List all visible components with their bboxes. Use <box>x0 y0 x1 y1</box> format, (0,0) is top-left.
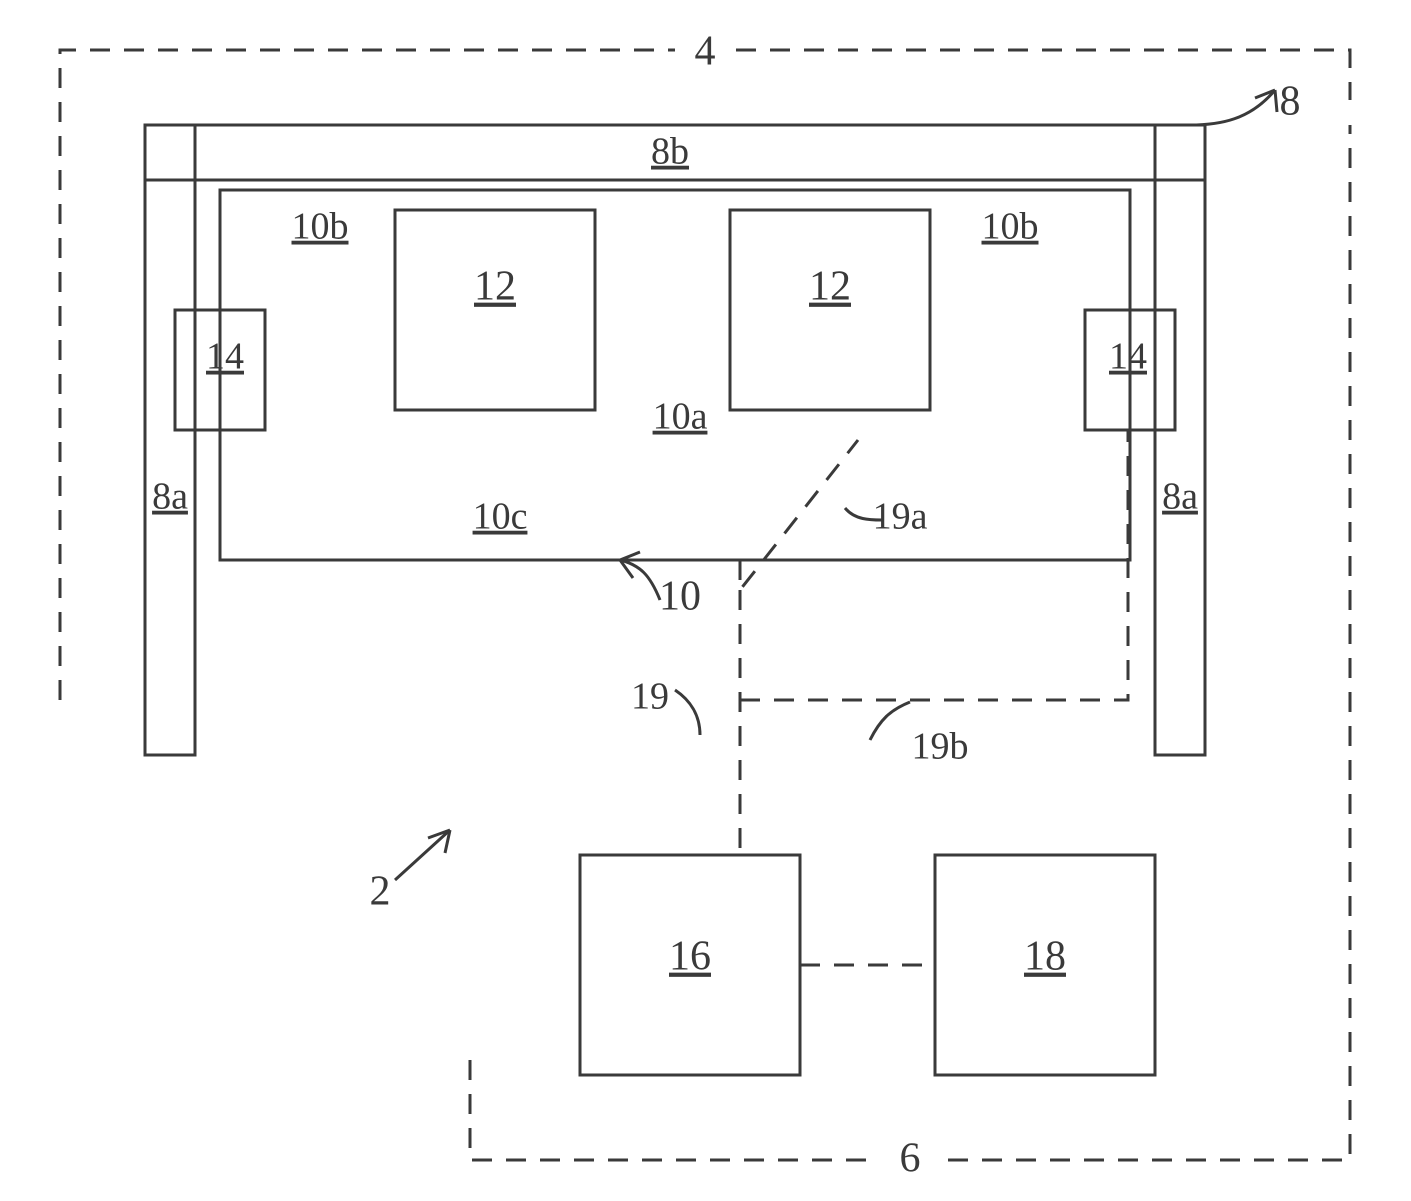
frame-8-left <box>145 125 195 755</box>
label-10b-right: 10b <box>982 206 1039 248</box>
label-8b: 8b <box>651 131 689 173</box>
label-10: 10 <box>659 574 701 620</box>
label-14-1: 14 <box>1109 336 1147 378</box>
label-8a-left: 8a <box>152 476 188 518</box>
lead-19 <box>675 690 700 735</box>
pointer-2-line <box>395 830 450 880</box>
label-19b: 19b <box>912 726 969 768</box>
label-12-1: 12 <box>809 264 851 310</box>
bracket-6 <box>470 125 1350 1160</box>
label-bottom-1: 18 <box>1024 934 1066 980</box>
label-12-0: 12 <box>474 264 516 310</box>
label-6: 6 <box>900 1136 921 1182</box>
diagram-canvas: 4 6 8a 8a 8b 8 10a 10b 10b 10c 10 12 12 14 14 16 18 19a 19… <box>0 0 1411 1201</box>
label-bottom-0: 16 <box>669 934 711 980</box>
pointer-10-head <box>620 552 640 578</box>
label-10b-left: 10b <box>292 206 349 248</box>
box-12-0 <box>395 210 595 410</box>
frame-8-right <box>1155 125 1205 755</box>
label-4: 4 <box>695 29 716 75</box>
box-12-1 <box>730 210 930 410</box>
label-8a-right: 8a <box>1162 476 1198 518</box>
label-19a: 19a <box>873 496 928 538</box>
label-2: 2 <box>370 869 391 915</box>
label-19: 19 <box>631 676 669 718</box>
conn-19a <box>740 440 858 590</box>
label-10c: 10c <box>473 496 528 538</box>
label-8: 8 <box>1280 79 1301 125</box>
label-10a: 10a <box>653 396 708 438</box>
label-14-0: 14 <box>206 336 244 378</box>
conn-19b <box>740 430 1128 700</box>
lead-19b <box>870 702 910 740</box>
